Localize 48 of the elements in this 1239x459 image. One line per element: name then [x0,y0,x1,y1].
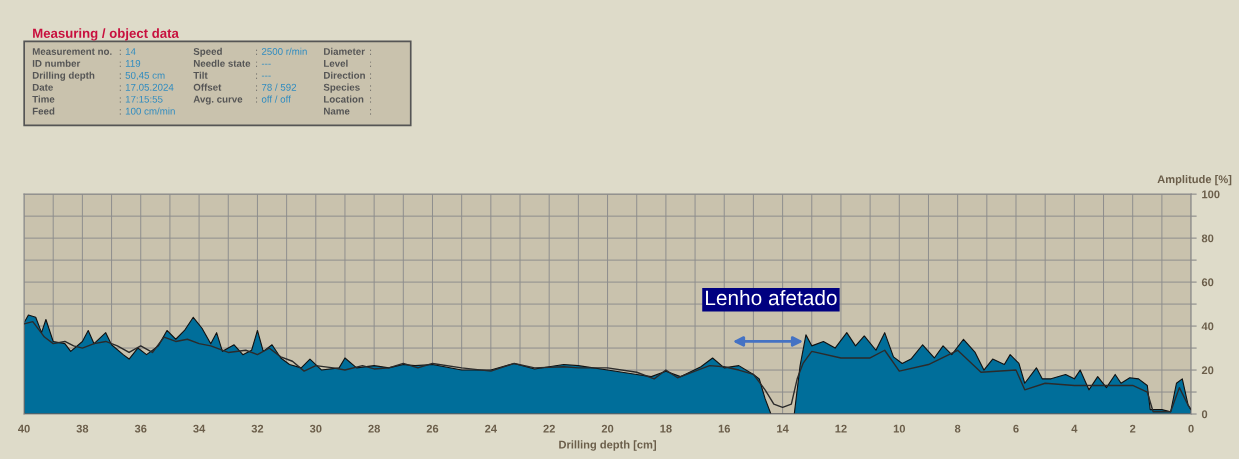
x-tick-label: 0 [1188,424,1194,433]
text: Needle state: --- [193,59,271,67]
y-tick-label: 60 [1201,278,1214,287]
text: Name: [324,107,372,115]
text: Measurement no.: 14 [32,48,136,55]
y-tick-label: 80 [1201,234,1214,243]
x-tick-label: 38 [76,424,89,433]
text: Drilling depth: 50,45 cm [32,71,165,81]
x-tick-label: 32 [251,424,264,433]
text: Speed: 2500 r/min [193,47,307,57]
y-axis-title: Amplitude [%] [1157,175,1232,186]
text: Location: [324,95,372,103]
x-tick-label: 22 [543,424,555,433]
x-tick-label: 40 [18,424,30,433]
text: Diameter: [324,47,372,55]
x-tick-label: 8 [954,424,961,433]
x-tick-label: 28 [368,424,380,433]
x-tick-label: 16 [718,424,731,433]
x-tick-label: 30 [309,424,322,433]
text: Tilt: --- [193,71,271,79]
x-tick-label: 26 [426,424,439,433]
text: ID number: 119 [32,59,141,67]
text: Date: 17.05.2024 [32,83,174,91]
x-tick-label: 2 [1130,424,1136,433]
x-tick-label: 34 [193,424,206,433]
x-tick-label: 6 [1013,424,1019,433]
x-tick-label: 18 [660,424,672,433]
x-tick-label: 24 [485,424,497,433]
y-tick-label: 0 [1201,410,1208,419]
text: Feed: 100 cm/min [32,107,175,115]
text: Measuring / object data [33,28,179,41]
x-tick-label: 20 [601,424,614,433]
x-tick-label: 14 [777,424,789,433]
text: Offset: 78 / 592 [193,83,297,91]
x-axis-title: Drilling depth [cm] [559,440,656,451]
text: Level: [324,59,372,67]
annotation: Lenho afetado [706,289,837,306]
text: Direction: [324,71,372,79]
y-tick-label: 40 [1201,322,1214,331]
x-tick-label: 10 [893,424,906,433]
text: Species: [323,83,372,93]
y-tick-label: 100 [1202,190,1220,199]
text: Avg. curve: off / off [193,95,291,105]
x-tick-label: 36 [134,424,147,433]
x-tick-label: 4 [1071,424,1078,433]
text: Time: 17:15:55 [32,95,163,103]
y-tick-label: 20 [1201,366,1214,375]
x-tick-label: 12 [835,424,847,433]
